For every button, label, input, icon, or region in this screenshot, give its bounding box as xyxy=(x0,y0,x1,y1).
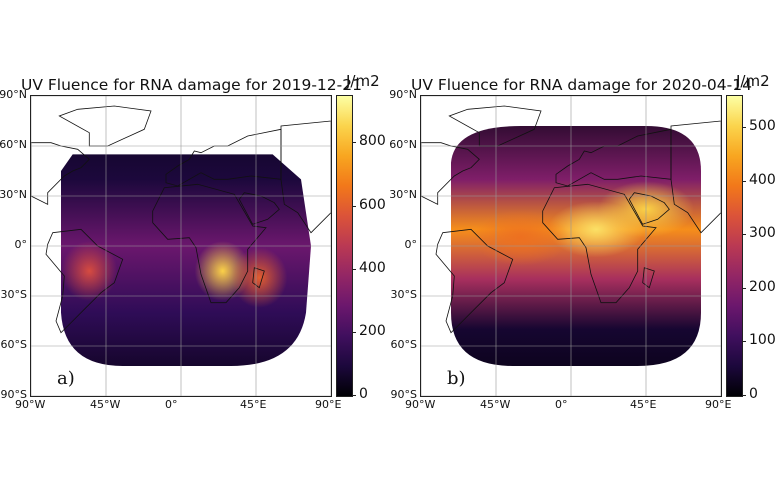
panel-label: a) xyxy=(57,368,75,389)
x-tick-label: 45°W xyxy=(480,398,511,411)
y-tick-label: 90°N xyxy=(389,88,417,101)
coastline-europe xyxy=(165,128,282,187)
colorbar-tick xyxy=(742,341,746,343)
colorbar-tick xyxy=(742,180,746,182)
x-tick-label: 45°E xyxy=(240,398,267,411)
x-tick-label: 90°W xyxy=(405,398,436,411)
colorbar-tick-label: 0 xyxy=(749,386,758,402)
coastline-greenland xyxy=(448,105,542,147)
colorbar-tick xyxy=(352,205,356,207)
x-tick-label: 90°E xyxy=(315,398,342,411)
coastline-greenland xyxy=(58,105,152,147)
y-tick-label: 90°S xyxy=(390,388,417,401)
y-tick-label: 30°N xyxy=(389,188,417,201)
colorbar-tick xyxy=(742,127,746,129)
chart-title: UV Fluence for RNA damage for 2020-04-14 xyxy=(411,76,752,94)
coastline-madagascar xyxy=(642,267,655,289)
coastline-africa xyxy=(152,183,267,304)
map-plot xyxy=(420,95,722,397)
hotspot-tropical-atlantic xyxy=(473,209,569,266)
map-canvas xyxy=(421,96,721,396)
hotspot-central-south-america xyxy=(61,241,118,301)
colorbar-tick xyxy=(352,268,356,270)
coastline-arabia xyxy=(238,192,280,225)
coastline-africa xyxy=(542,183,657,304)
y-tick-label: 90°N xyxy=(0,88,27,101)
coastline-namerica xyxy=(31,142,90,205)
panel-label: b) xyxy=(447,368,466,389)
colorbar-tick-label: 200 xyxy=(359,322,386,339)
x-tick-label: 90°E xyxy=(705,398,732,411)
x-tick-label: 45°E xyxy=(630,398,657,411)
coastline-madagascar xyxy=(252,267,265,289)
colorbar-tick-label: 400 xyxy=(749,171,776,188)
colorbar xyxy=(336,95,353,397)
colorbar-tick xyxy=(742,287,746,289)
y-tick-label: 0° xyxy=(404,238,418,251)
y-tick-label: 30°S xyxy=(390,288,417,301)
map-plot xyxy=(30,95,332,397)
y-tick-label: 90°S xyxy=(0,388,27,401)
colorbar-tick xyxy=(352,331,356,333)
colorbar-tick-label: 500 xyxy=(749,118,776,135)
coastline-asia xyxy=(280,120,331,234)
y-tick-label: 30°S xyxy=(0,288,27,301)
colorbar-tick xyxy=(352,395,356,396)
colorbar-tick-label: 800 xyxy=(359,133,386,150)
y-tick-label: 0° xyxy=(14,238,28,251)
x-tick-label: 90°W xyxy=(15,398,46,411)
colorbar-tick-label: 600 xyxy=(359,196,386,213)
x-tick-label: 45°W xyxy=(90,398,121,411)
y-tick-label: 60°N xyxy=(0,138,27,151)
colorbar-tick-label: 100 xyxy=(749,332,776,349)
coastline-namerica xyxy=(421,142,480,205)
colorbar-tick-label: 200 xyxy=(749,278,776,295)
colorbar-tick-label: 300 xyxy=(749,225,776,242)
colorbar-unit: J/m2 xyxy=(346,72,380,90)
map-canvas xyxy=(31,96,331,396)
colorbar-unit: J/m2 xyxy=(736,72,770,90)
colorbar-tick-label: 400 xyxy=(359,259,386,276)
coastline-asia xyxy=(670,120,721,234)
colorbar-tick xyxy=(742,395,746,396)
coastline-europe xyxy=(555,128,672,187)
chart-title: UV Fluence for RNA damage for 2019-12-21 xyxy=(21,76,362,94)
y-tick-label: 60°N xyxy=(389,138,417,151)
colorbar-tick xyxy=(742,234,746,236)
y-tick-label: 60°S xyxy=(390,338,417,351)
y-tick-label: 60°S xyxy=(0,338,27,351)
hotspot-madagascar xyxy=(231,247,288,308)
x-tick-label: 0° xyxy=(555,398,568,411)
colorbar xyxy=(726,95,743,397)
panel-a: UV Fluence for RNA damage for 2019-12-21… xyxy=(0,72,386,411)
panel-b: UV Fluence for RNA damage for 2020-04-14… xyxy=(389,0,780,480)
x-tick-label: 0° xyxy=(165,398,178,411)
coastline-arabia xyxy=(628,192,670,225)
colorbar-tick xyxy=(352,142,356,144)
colorbar-tick-label: 0 xyxy=(359,386,368,402)
fluence-field xyxy=(61,154,311,367)
y-tick-label: 30°N xyxy=(0,188,27,201)
